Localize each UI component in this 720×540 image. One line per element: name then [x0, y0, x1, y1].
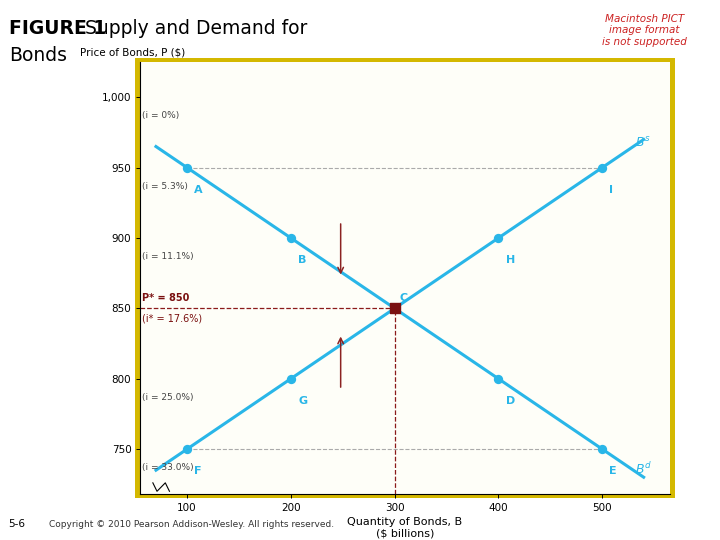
Text: B: B	[298, 255, 307, 265]
Point	[285, 234, 297, 242]
Text: D: D	[505, 396, 515, 406]
Text: Bonds: Bonds	[9, 46, 67, 65]
Point	[596, 445, 608, 454]
Point	[181, 445, 193, 454]
Point	[285, 374, 297, 383]
Text: (i = 11.1%): (i = 11.1%)	[143, 252, 194, 261]
Point	[181, 163, 193, 172]
Text: $B^d$: $B^d$	[635, 462, 652, 477]
Point	[492, 234, 504, 242]
Text: H: H	[505, 255, 515, 265]
Text: E: E	[609, 466, 617, 476]
Text: (i = 0%): (i = 0%)	[143, 111, 180, 120]
Text: Copyright © 2010 Pearson Addison-Wesley. All rights reserved.: Copyright © 2010 Pearson Addison-Wesley.…	[49, 520, 334, 529]
Text: (i* = 17.6%): (i* = 17.6%)	[143, 314, 202, 324]
Text: I: I	[609, 185, 613, 194]
Text: P* = 850: P* = 850	[143, 293, 190, 303]
Text: (i = 33.0%): (i = 33.0%)	[143, 463, 194, 472]
Point	[389, 304, 400, 313]
Text: 5-6: 5-6	[9, 519, 26, 529]
Point	[492, 374, 504, 383]
X-axis label: Quantity of Bonds, B
($ billions): Quantity of Bonds, B ($ billions)	[348, 517, 462, 539]
Text: F: F	[194, 466, 202, 476]
Point	[596, 163, 608, 172]
Text: $B^s$: $B^s$	[635, 136, 651, 150]
Text: C: C	[400, 293, 408, 303]
Text: Price of Bonds, P ($): Price of Bonds, P ($)	[79, 48, 185, 58]
Text: (i = 5.3%): (i = 5.3%)	[143, 181, 189, 191]
Text: FIGURE 1: FIGURE 1	[9, 19, 106, 38]
Text: A: A	[194, 185, 203, 194]
Text: Supply and Demand for: Supply and Demand for	[85, 19, 307, 38]
Text: G: G	[298, 396, 307, 406]
Text: (i = 25.0%): (i = 25.0%)	[143, 393, 194, 402]
Text: Macintosh PICT
image format
is not supported: Macintosh PICT image format is not suppo…	[602, 14, 687, 46]
